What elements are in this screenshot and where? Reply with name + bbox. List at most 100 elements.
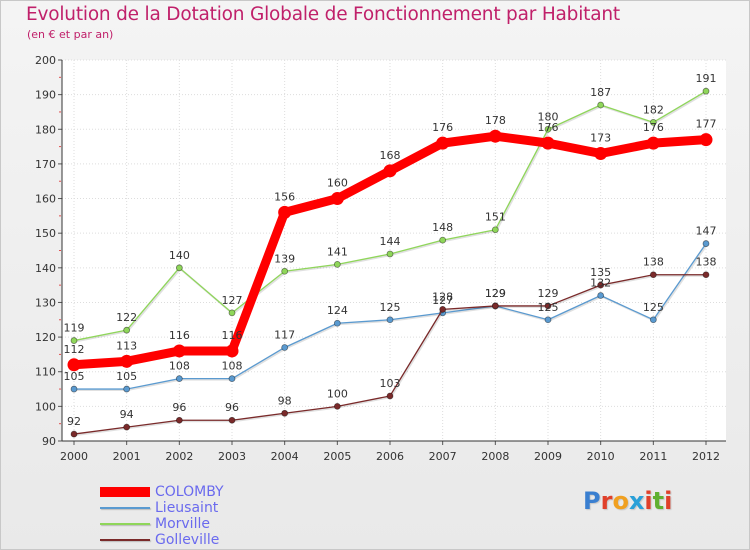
data-point-golleville — [491, 302, 499, 310]
data-point-lieusaint — [228, 375, 236, 383]
data-label-golleville: 100 — [327, 387, 348, 400]
data-label-colomby: 112 — [64, 343, 85, 356]
data-point-lieusaint — [70, 385, 78, 393]
y-tick-label: 120 — [35, 331, 56, 344]
data-label-lieusaint: 124 — [327, 304, 348, 317]
data-point-morville — [123, 326, 131, 334]
data-point-golleville — [281, 409, 289, 417]
y-tick-label: 160 — [35, 193, 56, 206]
data-point-golleville — [123, 423, 131, 431]
data-point-golleville — [702, 271, 710, 279]
data-point-morville — [439, 236, 447, 244]
data-label-morville: 180 — [538, 110, 559, 123]
x-tick-label: 2012 — [692, 450, 720, 463]
y-tick-label: 190 — [35, 89, 56, 102]
data-point-colomby — [172, 344, 186, 358]
data-point-golleville — [439, 305, 447, 313]
data-point-colomby — [699, 133, 713, 147]
data-point-golleville — [386, 392, 394, 400]
data-point-morville — [491, 226, 499, 234]
data-point-morville — [228, 309, 236, 317]
data-point-morville — [702, 87, 710, 95]
data-point-colomby — [383, 164, 397, 178]
plot-area — [62, 60, 726, 441]
data-label-morville: 139 — [274, 252, 295, 265]
data-point-lieusaint — [123, 385, 131, 393]
data-point-colomby — [436, 136, 450, 150]
x-tick-label: 2000 — [60, 450, 88, 463]
data-point-golleville — [597, 281, 605, 289]
data-point-morville — [70, 337, 78, 344]
data-label-morville: 141 — [327, 245, 348, 258]
data-label-lieusaint: 108 — [169, 360, 190, 373]
data-label-colomby: 116 — [169, 329, 190, 342]
data-point-golleville — [70, 430, 78, 438]
data-label-lieusaint: 125 — [380, 301, 401, 314]
chart-title: Evolution de la Dotation Globale de Fonc… — [26, 4, 620, 25]
x-tick-label: 2006 — [376, 450, 404, 463]
data-label-colomby: 116 — [222, 329, 243, 342]
data-point-golleville — [544, 302, 552, 310]
data-point-morville — [544, 125, 552, 133]
data-label-golleville: 129 — [538, 287, 559, 300]
data-label-lieusaint: 125 — [538, 301, 559, 314]
x-tick-label: 2007 — [429, 450, 457, 463]
data-label-golleville: 94 — [120, 408, 134, 421]
x-tick-label: 2008 — [481, 450, 509, 463]
data-point-lieusaint — [281, 344, 289, 351]
data-label-colomby: 176 — [643, 121, 664, 134]
data-label-lieusaint: 117 — [274, 328, 295, 341]
data-point-lieusaint — [333, 319, 341, 327]
data-point-colomby — [488, 129, 502, 143]
data-label-lieusaint: 132 — [590, 277, 611, 290]
x-tick-label: 2004 — [271, 450, 299, 463]
legend-swatch-colomby — [100, 487, 150, 497]
data-label-lieusaint: 105 — [116, 370, 137, 383]
data-point-lieusaint — [175, 375, 183, 383]
data-point-morville — [597, 101, 605, 109]
data-point-lieusaint — [597, 292, 605, 299]
data-label-colomby: 178 — [485, 114, 506, 127]
x-tick-label: 2010 — [587, 450, 615, 463]
data-label-golleville: 138 — [643, 256, 664, 269]
data-point-golleville — [333, 402, 341, 410]
data-label-golleville: 98 — [278, 394, 292, 407]
data-point-morville — [281, 267, 289, 275]
y-tick-label: 170 — [35, 158, 56, 171]
legend-label-lieusaint: Lieusaint — [155, 500, 219, 516]
x-tick-label: 2009 — [534, 450, 562, 463]
data-label-morville: 144 — [380, 235, 401, 248]
data-point-colomby — [646, 136, 660, 150]
data-label-morville: 187 — [590, 86, 611, 99]
data-point-golleville — [228, 416, 236, 424]
data-label-golleville: 138 — [696, 256, 717, 269]
data-label-colomby: 176 — [432, 121, 453, 134]
data-label-golleville: 103 — [380, 377, 401, 390]
x-tick-label: 2002 — [165, 450, 193, 463]
data-point-golleville — [175, 416, 183, 424]
y-tick-label: 140 — [35, 262, 56, 275]
y-tick-label: 110 — [35, 366, 56, 379]
x-tick-label: 2005 — [323, 450, 351, 463]
data-point-colomby — [120, 354, 134, 368]
data-label-morville: 119 — [64, 322, 85, 335]
data-point-morville — [175, 264, 183, 272]
data-label-morville: 122 — [116, 311, 137, 324]
y-tick-label: 200 — [35, 54, 56, 67]
data-label-morville: 148 — [432, 221, 453, 234]
y-tick-label: 180 — [35, 123, 56, 136]
data-label-colomby: 156 — [274, 190, 295, 203]
data-label-lieusaint: 129 — [485, 287, 506, 300]
data-label-lieusaint: 127 — [432, 294, 453, 307]
data-label-colomby: 160 — [327, 177, 348, 190]
data-label-morville: 151 — [485, 211, 506, 224]
data-label-golleville: 92 — [67, 415, 81, 428]
proxiti-logo: Proxiti — [583, 487, 673, 515]
x-tick-label: 2001 — [113, 450, 141, 463]
data-label-colomby: 173 — [590, 132, 611, 145]
data-label-colomby: 177 — [696, 118, 717, 131]
data-point-morville — [386, 250, 394, 258]
data-point-colomby — [278, 205, 292, 219]
data-label-golleville: 135 — [590, 266, 611, 279]
